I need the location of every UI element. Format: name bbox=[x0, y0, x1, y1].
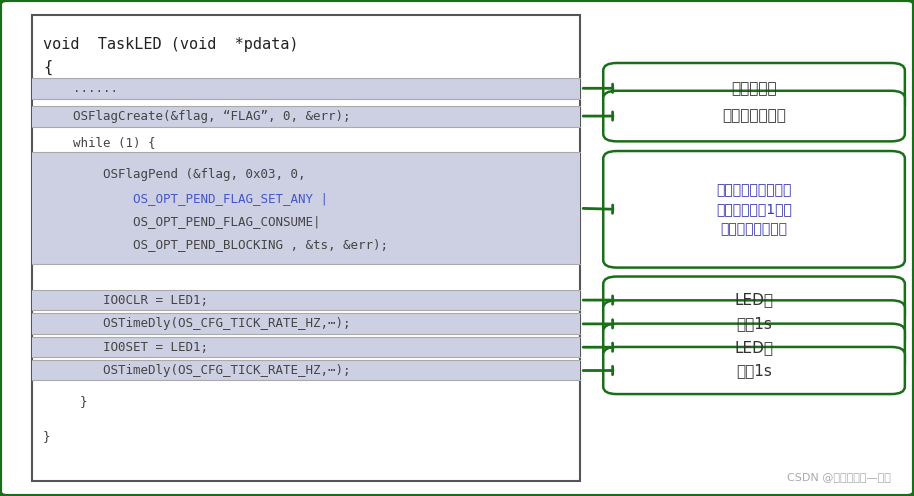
Text: OS_OPT_PEND_BLOCKING , &ts, &err);: OS_OPT_PEND_BLOCKING , &ts, &err); bbox=[43, 239, 388, 251]
Text: while (1) {: while (1) { bbox=[43, 136, 155, 149]
FancyBboxPatch shape bbox=[603, 301, 905, 347]
FancyBboxPatch shape bbox=[603, 63, 905, 114]
Bar bbox=[32, 106, 580, 127]
Bar bbox=[32, 360, 580, 380]
Bar bbox=[32, 337, 580, 357]
Bar bbox=[32, 152, 580, 264]
FancyBboxPatch shape bbox=[603, 277, 905, 323]
Text: ......: ...... bbox=[43, 82, 118, 95]
Text: 等待标志组，最低两
位任意一位为1时复
位标志，一直等待: 等待标志组，最低两 位任意一位为1时复 位标志，一直等待 bbox=[716, 183, 792, 236]
Bar bbox=[32, 313, 580, 334]
Text: void  TaskLED (void  *pdata): void TaskLED (void *pdata) bbox=[43, 37, 299, 52]
Text: OS_OPT_PEND_FLAG_SET_ANY |: OS_OPT_PEND_FLAG_SET_ANY | bbox=[43, 192, 328, 205]
FancyBboxPatch shape bbox=[603, 347, 905, 394]
Text: 初始化工作: 初始化工作 bbox=[731, 81, 777, 96]
Text: LED灭: LED灭 bbox=[735, 340, 773, 355]
Text: 延时1s: 延时1s bbox=[736, 363, 772, 378]
Text: OSFlagPend (&flag, 0x03, 0,: OSFlagPend (&flag, 0x03, 0, bbox=[43, 168, 305, 181]
Text: OSTimeDly(OS_CFG_TICK_RATE_HZ,⋯);: OSTimeDly(OS_CFG_TICK_RATE_HZ,⋯); bbox=[43, 364, 350, 377]
Bar bbox=[32, 290, 580, 310]
Text: }: } bbox=[43, 430, 50, 443]
FancyBboxPatch shape bbox=[603, 91, 905, 141]
Bar bbox=[32, 78, 580, 99]
Text: }: } bbox=[50, 395, 88, 408]
Text: IO0SET = LED1;: IO0SET = LED1; bbox=[43, 341, 208, 354]
Text: 延时1s: 延时1s bbox=[736, 316, 772, 331]
Text: 创建事件标志组: 创建事件标志组 bbox=[722, 109, 786, 124]
Text: OSTimeDly(OS_CFG_TICK_RATE_HZ,⋯);: OSTimeDly(OS_CFG_TICK_RATE_HZ,⋯); bbox=[43, 317, 350, 330]
FancyBboxPatch shape bbox=[603, 324, 905, 371]
Text: IO0CLR = LED1;: IO0CLR = LED1; bbox=[43, 294, 208, 307]
Bar bbox=[32, 15, 580, 481]
Text: {: { bbox=[43, 60, 52, 74]
FancyBboxPatch shape bbox=[603, 151, 905, 268]
Text: OS_OPT_PEND_FLAG_CONSUME|: OS_OPT_PEND_FLAG_CONSUME| bbox=[43, 215, 321, 228]
Text: OSFlagCreate(&flag, “FLAG”, 0, &err);: OSFlagCreate(&flag, “FLAG”, 0, &err); bbox=[43, 110, 350, 123]
Text: CSDN @嵌入式小白—小黑: CSDN @嵌入式小白—小黑 bbox=[787, 472, 891, 482]
Text: LED亮: LED亮 bbox=[735, 293, 773, 308]
